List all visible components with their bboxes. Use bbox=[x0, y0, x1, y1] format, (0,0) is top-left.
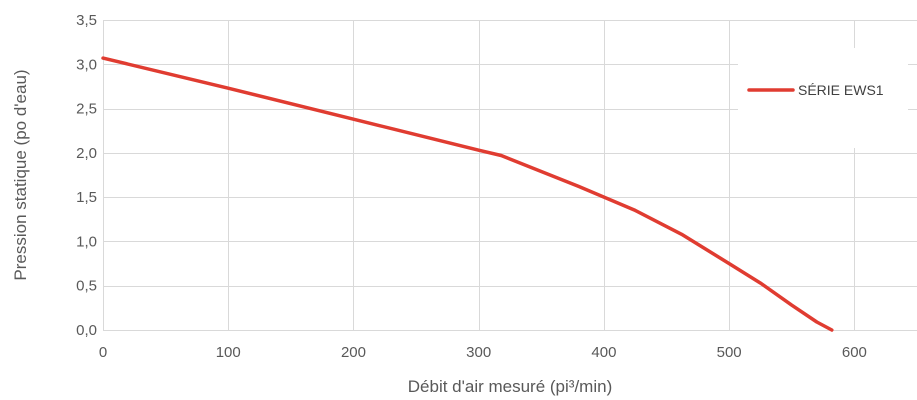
legend-background bbox=[738, 48, 908, 148]
x-tick-label: 500 bbox=[717, 344, 742, 361]
x-tick-label: 0 bbox=[99, 344, 107, 361]
grid bbox=[103, 20, 917, 330]
x-tick-label: 400 bbox=[591, 344, 616, 361]
legend-label-series-ews1: SÉRIE EWS1 bbox=[798, 82, 884, 98]
x-tick-label: 600 bbox=[842, 344, 867, 361]
y-tick-label: 0,0 bbox=[76, 322, 97, 339]
y-tick-label: 3,5 bbox=[76, 12, 97, 29]
series bbox=[101, 56, 834, 332]
y-tick-label: 0,5 bbox=[76, 278, 97, 295]
legend: SÉRIE EWS1 bbox=[747, 82, 884, 98]
tick-labels: 0,0 0,5 1,0 1,5 2,0 2,5 3,0 3,5 0 100 200 300 400 500… bbox=[76, 12, 867, 361]
x-tick-label: 300 bbox=[466, 344, 491, 361]
x-tick-label: 200 bbox=[341, 344, 366, 361]
y-tick-label: 3,0 bbox=[76, 56, 97, 73]
y-tick-label: 1,0 bbox=[76, 233, 97, 250]
y-tick-label: 2,0 bbox=[76, 145, 97, 162]
y-axis-title: Pression statique (po d'eau) bbox=[11, 69, 30, 280]
x-axis-title: Débit d'air mesuré (pi³/min) bbox=[408, 377, 612, 396]
x-tick-label: 100 bbox=[216, 344, 241, 361]
y-tick-label: 1,5 bbox=[76, 189, 97, 206]
series-line-ews1 bbox=[101, 56, 834, 332]
y-tick-label: 2,5 bbox=[76, 101, 97, 118]
